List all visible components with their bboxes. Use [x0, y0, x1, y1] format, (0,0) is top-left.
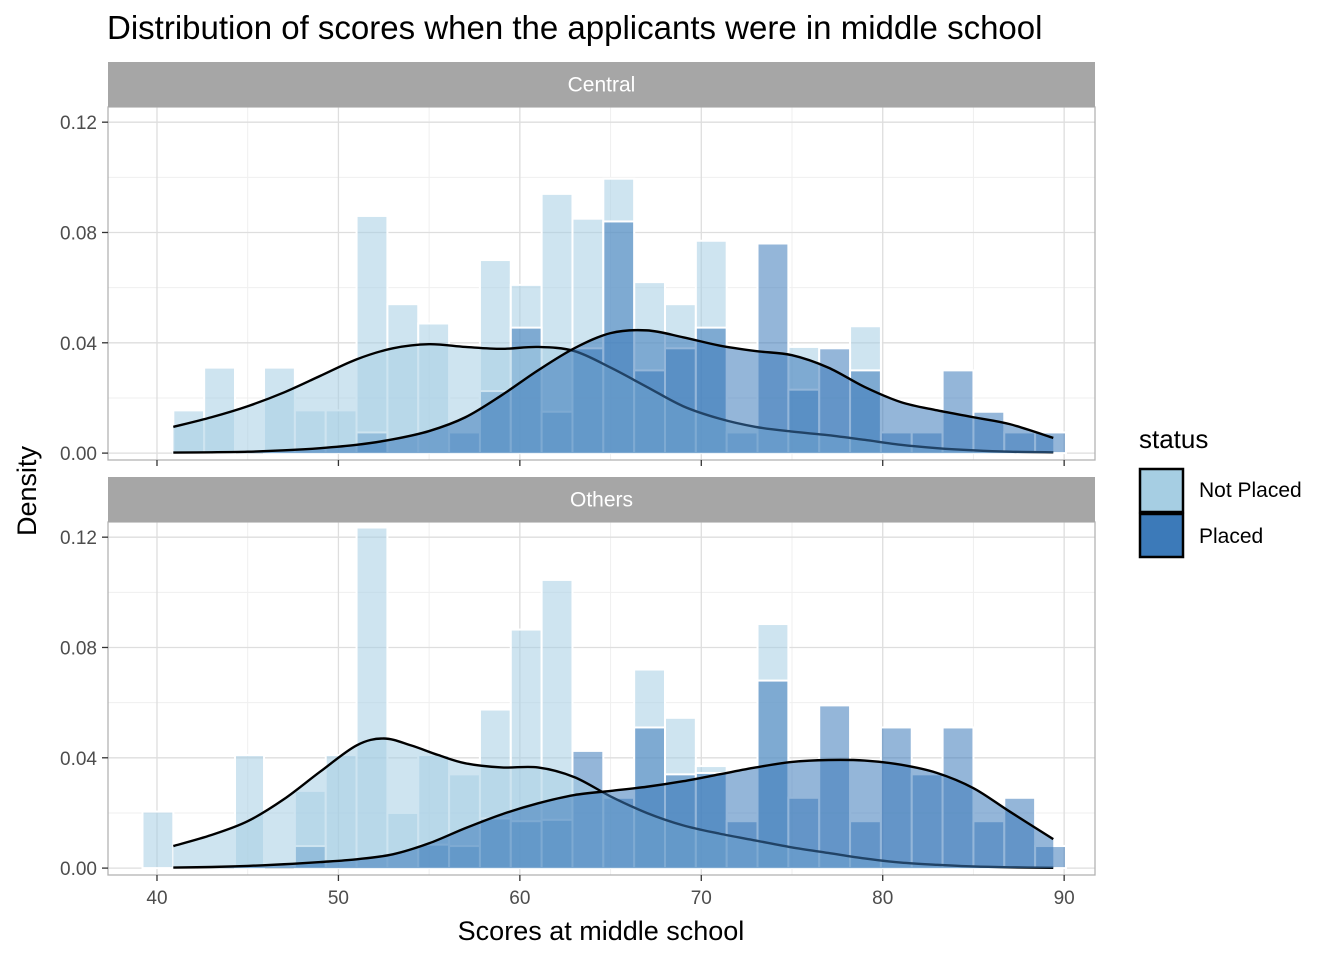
y-tick-label: 0.04 [60, 334, 97, 355]
legend-key-placed [1138, 512, 1185, 559]
facet-strip-label: Central [568, 74, 636, 97]
density-placed-area [173, 759, 1054, 869]
facet-strip [108, 62, 1095, 107]
legend-title: status [1139, 424, 1208, 454]
y-tick-label: 0.00 [60, 444, 97, 465]
x-tick-label: 90 [1054, 888, 1075, 909]
facet-panel: Central 0.00 0.04 0.08 0.12 [60, 62, 1096, 466]
y-tick-label: 0.08 [60, 638, 97, 659]
facet-strip [108, 477, 1095, 522]
y-tick-label: 0.04 [60, 749, 97, 770]
x-tick-label: 60 [509, 888, 530, 909]
facet-panel: Others 0.00 0.04 0.08 0.12 [60, 477, 1096, 881]
x-tick-label: 80 [872, 888, 893, 909]
y-tick-label: 0.08 [60, 223, 97, 244]
chart-title: Distribution of scores when the applican… [107, 9, 1042, 46]
facet-strip-label: Others [570, 489, 633, 512]
x-tick-label: 40 [146, 888, 167, 909]
x-tick-label: 70 [691, 888, 712, 909]
x-axis: 40 50 60 70 80 90 [146, 888, 1074, 909]
y-axis-label: Density [12, 445, 42, 536]
density-placed-line [173, 758, 1054, 869]
y-tick-label: 0.00 [60, 859, 97, 880]
y-tick-label: 0.12 [60, 113, 97, 134]
y-tick-label: 0.12 [60, 528, 97, 549]
legend-label-not-placed: Not Placed [1199, 479, 1302, 502]
legend: status Not Placed Placed [1138, 424, 1302, 559]
density-placed-line [173, 328, 1054, 454]
x-axis-label: Scores at middle school [458, 916, 745, 946]
legend-label-placed: Placed [1199, 525, 1263, 548]
facet-panels: Central 0.00 0.04 0.08 0.12 Others 0.00 0.04 0.0… [60, 62, 1096, 881]
x-tick-label: 50 [328, 888, 349, 909]
legend-key-not-placed [1138, 467, 1185, 514]
histogram-bar-not-placed [141, 810, 175, 870]
density-placed-area [173, 330, 1054, 454]
